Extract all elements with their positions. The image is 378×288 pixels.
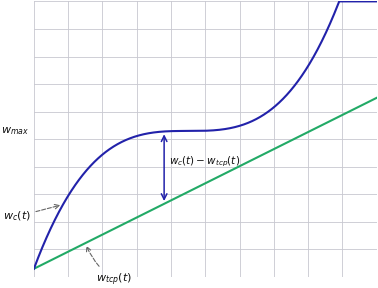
Text: $w_c(t)$: $w_c(t)$: [3, 204, 59, 223]
Text: $w_c(t)-w_{tcp}(t)$: $w_c(t)-w_{tcp}(t)$: [169, 155, 240, 169]
Text: $w_{tcp}(t)$: $w_{tcp}(t)$: [87, 247, 132, 287]
Text: $w_{max}$: $w_{max}$: [1, 125, 29, 137]
